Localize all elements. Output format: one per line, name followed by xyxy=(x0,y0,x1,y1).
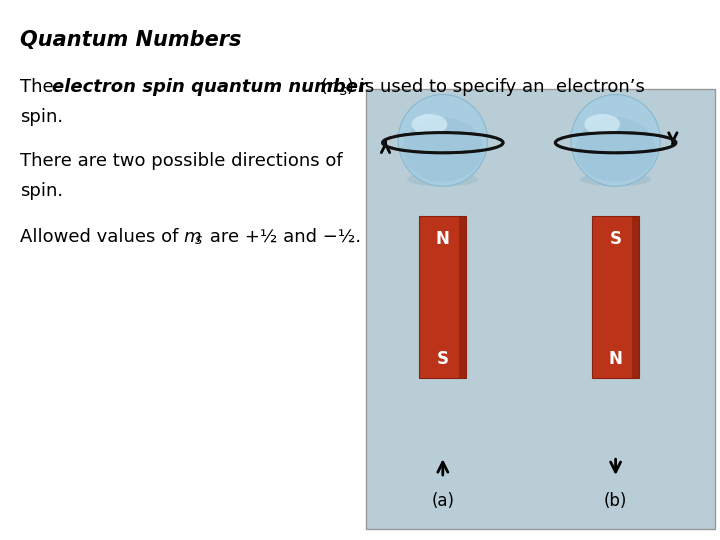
Ellipse shape xyxy=(407,173,479,186)
Text: electron spin quantum number: electron spin quantum number xyxy=(52,78,366,96)
Text: m: m xyxy=(184,228,201,246)
Text: S: S xyxy=(437,350,449,368)
Text: Allowed values of: Allowed values of xyxy=(20,228,184,246)
Ellipse shape xyxy=(580,173,652,186)
Text: spin.: spin. xyxy=(20,108,63,126)
FancyBboxPatch shape xyxy=(366,89,715,529)
FancyBboxPatch shape xyxy=(632,216,639,378)
Text: (a): (a) xyxy=(431,492,454,510)
FancyBboxPatch shape xyxy=(419,216,467,378)
Text: (: ( xyxy=(315,78,328,96)
Text: are +½ and −½.: are +½ and −½. xyxy=(204,228,361,246)
FancyBboxPatch shape xyxy=(593,216,639,378)
Text: s: s xyxy=(340,84,347,98)
Ellipse shape xyxy=(571,94,660,186)
Text: The: The xyxy=(20,78,60,96)
Text: S: S xyxy=(610,230,621,247)
Text: Quantum Numbers: Quantum Numbers xyxy=(20,30,241,50)
Ellipse shape xyxy=(585,114,620,134)
Text: N: N xyxy=(436,230,450,247)
Ellipse shape xyxy=(575,118,656,181)
Text: N: N xyxy=(608,350,623,368)
Text: s: s xyxy=(195,233,202,247)
Text: ) is used to specify an  electron’s: ) is used to specify an electron’s xyxy=(347,78,645,96)
Ellipse shape xyxy=(398,94,487,186)
Text: spin.: spin. xyxy=(20,182,63,200)
Text: (b): (b) xyxy=(604,492,627,510)
Text: m: m xyxy=(328,78,345,96)
FancyBboxPatch shape xyxy=(459,216,467,378)
Ellipse shape xyxy=(402,118,483,181)
Text: There are two possible directions of: There are two possible directions of xyxy=(20,152,343,170)
Ellipse shape xyxy=(412,114,447,134)
